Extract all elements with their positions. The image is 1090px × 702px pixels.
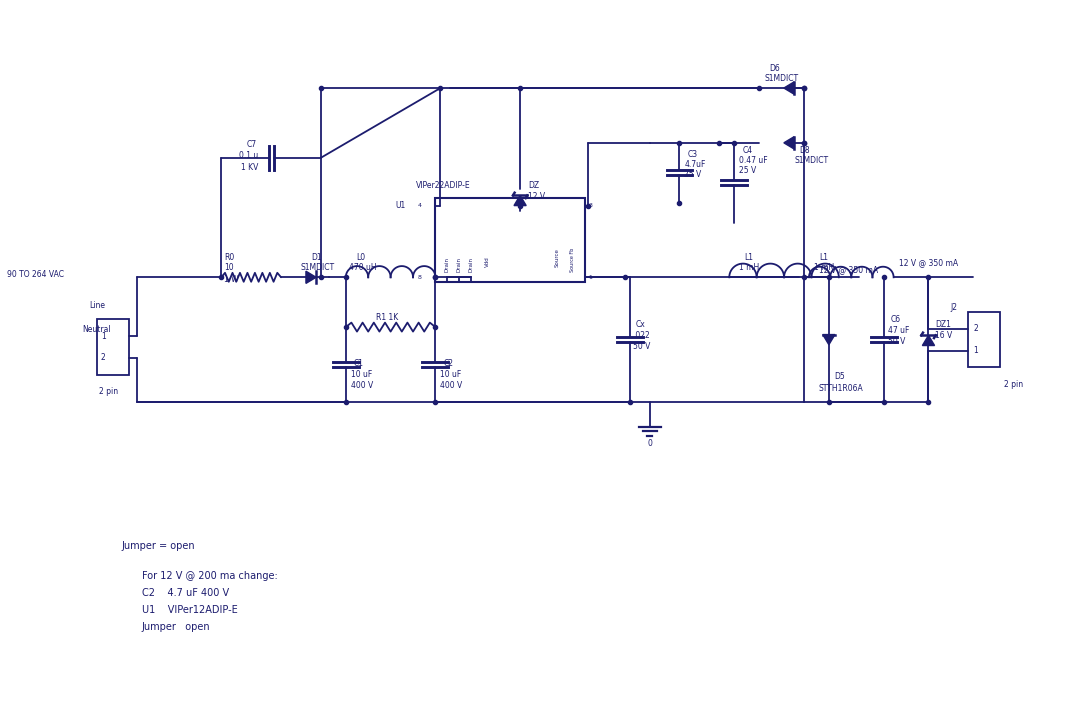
Polygon shape	[784, 137, 794, 149]
Polygon shape	[514, 195, 526, 206]
Text: Jumper   open: Jumper open	[142, 622, 210, 632]
Text: S1MDICT: S1MDICT	[301, 263, 335, 272]
Text: 1: 1	[100, 331, 106, 340]
Text: C2: C2	[444, 359, 453, 369]
Text: 47 uF: 47 uF	[887, 326, 909, 335]
Text: 2 pin: 2 pin	[1004, 380, 1024, 389]
Text: 0.47 uF: 0.47 uF	[739, 157, 767, 165]
Text: 0.1 u: 0.1 u	[239, 151, 258, 160]
Text: STTH1R06A: STTH1R06A	[819, 385, 863, 393]
Text: VIPer22ADIP-E: VIPer22ADIP-E	[415, 181, 470, 190]
Text: 1: 1	[973, 346, 978, 355]
Text: 16 V: 16 V	[935, 331, 953, 340]
Text: Drain: Drain	[457, 258, 462, 272]
Text: 2: 2	[100, 354, 106, 362]
Text: For 12 V @ 200 ma change:: For 12 V @ 200 ma change:	[142, 571, 277, 581]
Text: L1: L1	[819, 253, 828, 262]
Text: Vdd: Vdd	[485, 257, 489, 267]
Polygon shape	[306, 271, 316, 284]
Text: 12 V @ 350 mA: 12 V @ 350 mA	[819, 265, 879, 274]
Text: J2: J2	[950, 303, 957, 312]
Text: L0: L0	[355, 253, 365, 262]
Text: C7: C7	[246, 140, 256, 150]
Text: D6: D6	[770, 64, 779, 72]
Text: Drain: Drain	[445, 258, 450, 272]
Text: C1: C1	[354, 359, 364, 369]
Text: DZ: DZ	[528, 181, 540, 190]
Text: D8: D8	[799, 146, 810, 155]
Text: 8: 8	[417, 274, 422, 280]
Text: 50 V: 50 V	[632, 342, 650, 351]
Text: Cx: Cx	[635, 320, 645, 329]
Text: Jumper = open: Jumper = open	[122, 541, 195, 551]
Text: C6: C6	[891, 315, 900, 324]
Text: 1: 1	[589, 274, 593, 280]
Text: U1    VIPer12ADIP-E: U1 VIPer12ADIP-E	[142, 605, 238, 615]
Text: DZ1: DZ1	[935, 320, 952, 329]
Bar	[968, 312, 1001, 367]
Text: Neutral: Neutral	[82, 324, 110, 333]
Text: 50 V: 50 V	[887, 337, 905, 346]
Text: 0: 0	[647, 439, 652, 448]
Bar	[97, 319, 129, 375]
Text: 90 TO 264 VAC: 90 TO 264 VAC	[8, 270, 64, 279]
Text: Line: Line	[88, 300, 105, 310]
Polygon shape	[922, 336, 934, 345]
Text: Source Fb: Source Fb	[570, 248, 576, 272]
Text: Drain: Drain	[469, 258, 474, 272]
Text: 1 W: 1 W	[225, 274, 239, 284]
Text: 400 V: 400 V	[440, 381, 462, 390]
Text: 25 V: 25 V	[739, 166, 756, 176]
Text: C3: C3	[688, 150, 698, 159]
Bar	[435, 197, 585, 282]
Text: L1: L1	[744, 253, 753, 262]
Text: R1 1K: R1 1K	[376, 312, 398, 322]
Text: 400 V: 400 V	[351, 381, 373, 390]
Text: C2    4.7 uF 400 V: C2 4.7 uF 400 V	[142, 588, 229, 598]
Text: 10 uF: 10 uF	[351, 371, 372, 379]
Text: 2: 2	[973, 324, 978, 333]
Text: 1 mH: 1 mH	[814, 263, 834, 272]
Text: 1 KV: 1 KV	[241, 164, 258, 172]
Text: .022: .022	[632, 331, 650, 340]
Text: 3: 3	[589, 203, 593, 208]
Text: Source: Source	[555, 249, 559, 267]
Text: 12 V: 12 V	[528, 192, 545, 201]
Text: S1MDICT: S1MDICT	[794, 157, 828, 165]
Text: 470 uH: 470 uH	[349, 263, 376, 272]
Text: 2 pin: 2 pin	[99, 388, 118, 397]
Text: 12 V @ 350 mA: 12 V @ 350 mA	[898, 258, 958, 267]
Text: R0: R0	[225, 253, 234, 262]
Text: 25 V: 25 V	[685, 170, 702, 179]
Text: D1: D1	[311, 253, 322, 262]
Polygon shape	[823, 335, 835, 345]
Text: 4.7uF: 4.7uF	[685, 160, 706, 169]
Text: 1 mH: 1 mH	[739, 263, 760, 272]
Text: C4: C4	[742, 146, 752, 155]
Text: 10: 10	[225, 263, 234, 272]
Text: S1MDICT: S1MDICT	[764, 74, 798, 83]
Text: 4: 4	[417, 203, 422, 208]
Text: 10 uF: 10 uF	[440, 371, 462, 379]
Text: D5: D5	[834, 372, 845, 381]
Polygon shape	[784, 82, 794, 94]
Text: U1: U1	[396, 201, 405, 210]
